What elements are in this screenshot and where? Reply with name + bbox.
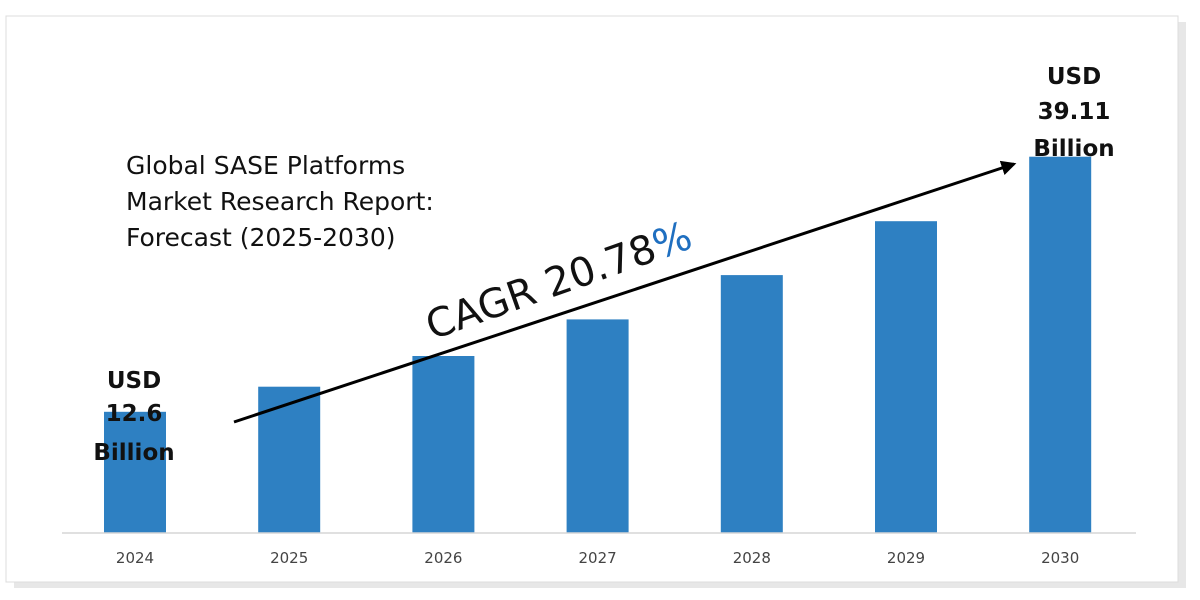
chart-title-line-2: Market Research Report: <box>126 187 434 216</box>
bar-2025 <box>258 386 321 533</box>
x-tick-label-2025: 2025 <box>270 549 308 567</box>
end-value-label-unit: Billion <box>1033 136 1114 162</box>
x-tick-label-2029: 2029 <box>887 549 925 567</box>
x-tick-label-2026: 2026 <box>424 549 462 567</box>
bars-group <box>104 156 1092 533</box>
bar-2026 <box>412 356 475 533</box>
bar-2028 <box>720 275 783 533</box>
bar-2027 <box>566 319 629 533</box>
end-value-label-currency: USD <box>1047 64 1101 90</box>
bar-2029 <box>875 221 937 533</box>
start-value-label-amount: 12.6 <box>106 401 163 427</box>
chart-title-line-3: Forecast (2025-2030) <box>126 223 396 252</box>
start-value-label-currency: USD <box>107 368 161 394</box>
end-value-label-amount: 39.11 <box>1038 99 1111 125</box>
chart-title-line-1: Global SASE Platforms <box>126 151 405 180</box>
bar-2024 <box>104 411 166 533</box>
x-tick-label-2028: 2028 <box>733 549 771 567</box>
x-axis-ticks: 2024 2025 2026 2027 2028 2029 2030 <box>116 549 1079 567</box>
start-value-label-unit: Billion <box>93 440 174 466</box>
x-tick-label-2024: 2024 <box>116 549 154 567</box>
bar-2030 <box>1029 156 1092 533</box>
x-tick-label-2030: 2030 <box>1041 549 1079 567</box>
growth-arrow <box>233 160 1017 424</box>
x-tick-label-2027: 2027 <box>579 549 617 567</box>
